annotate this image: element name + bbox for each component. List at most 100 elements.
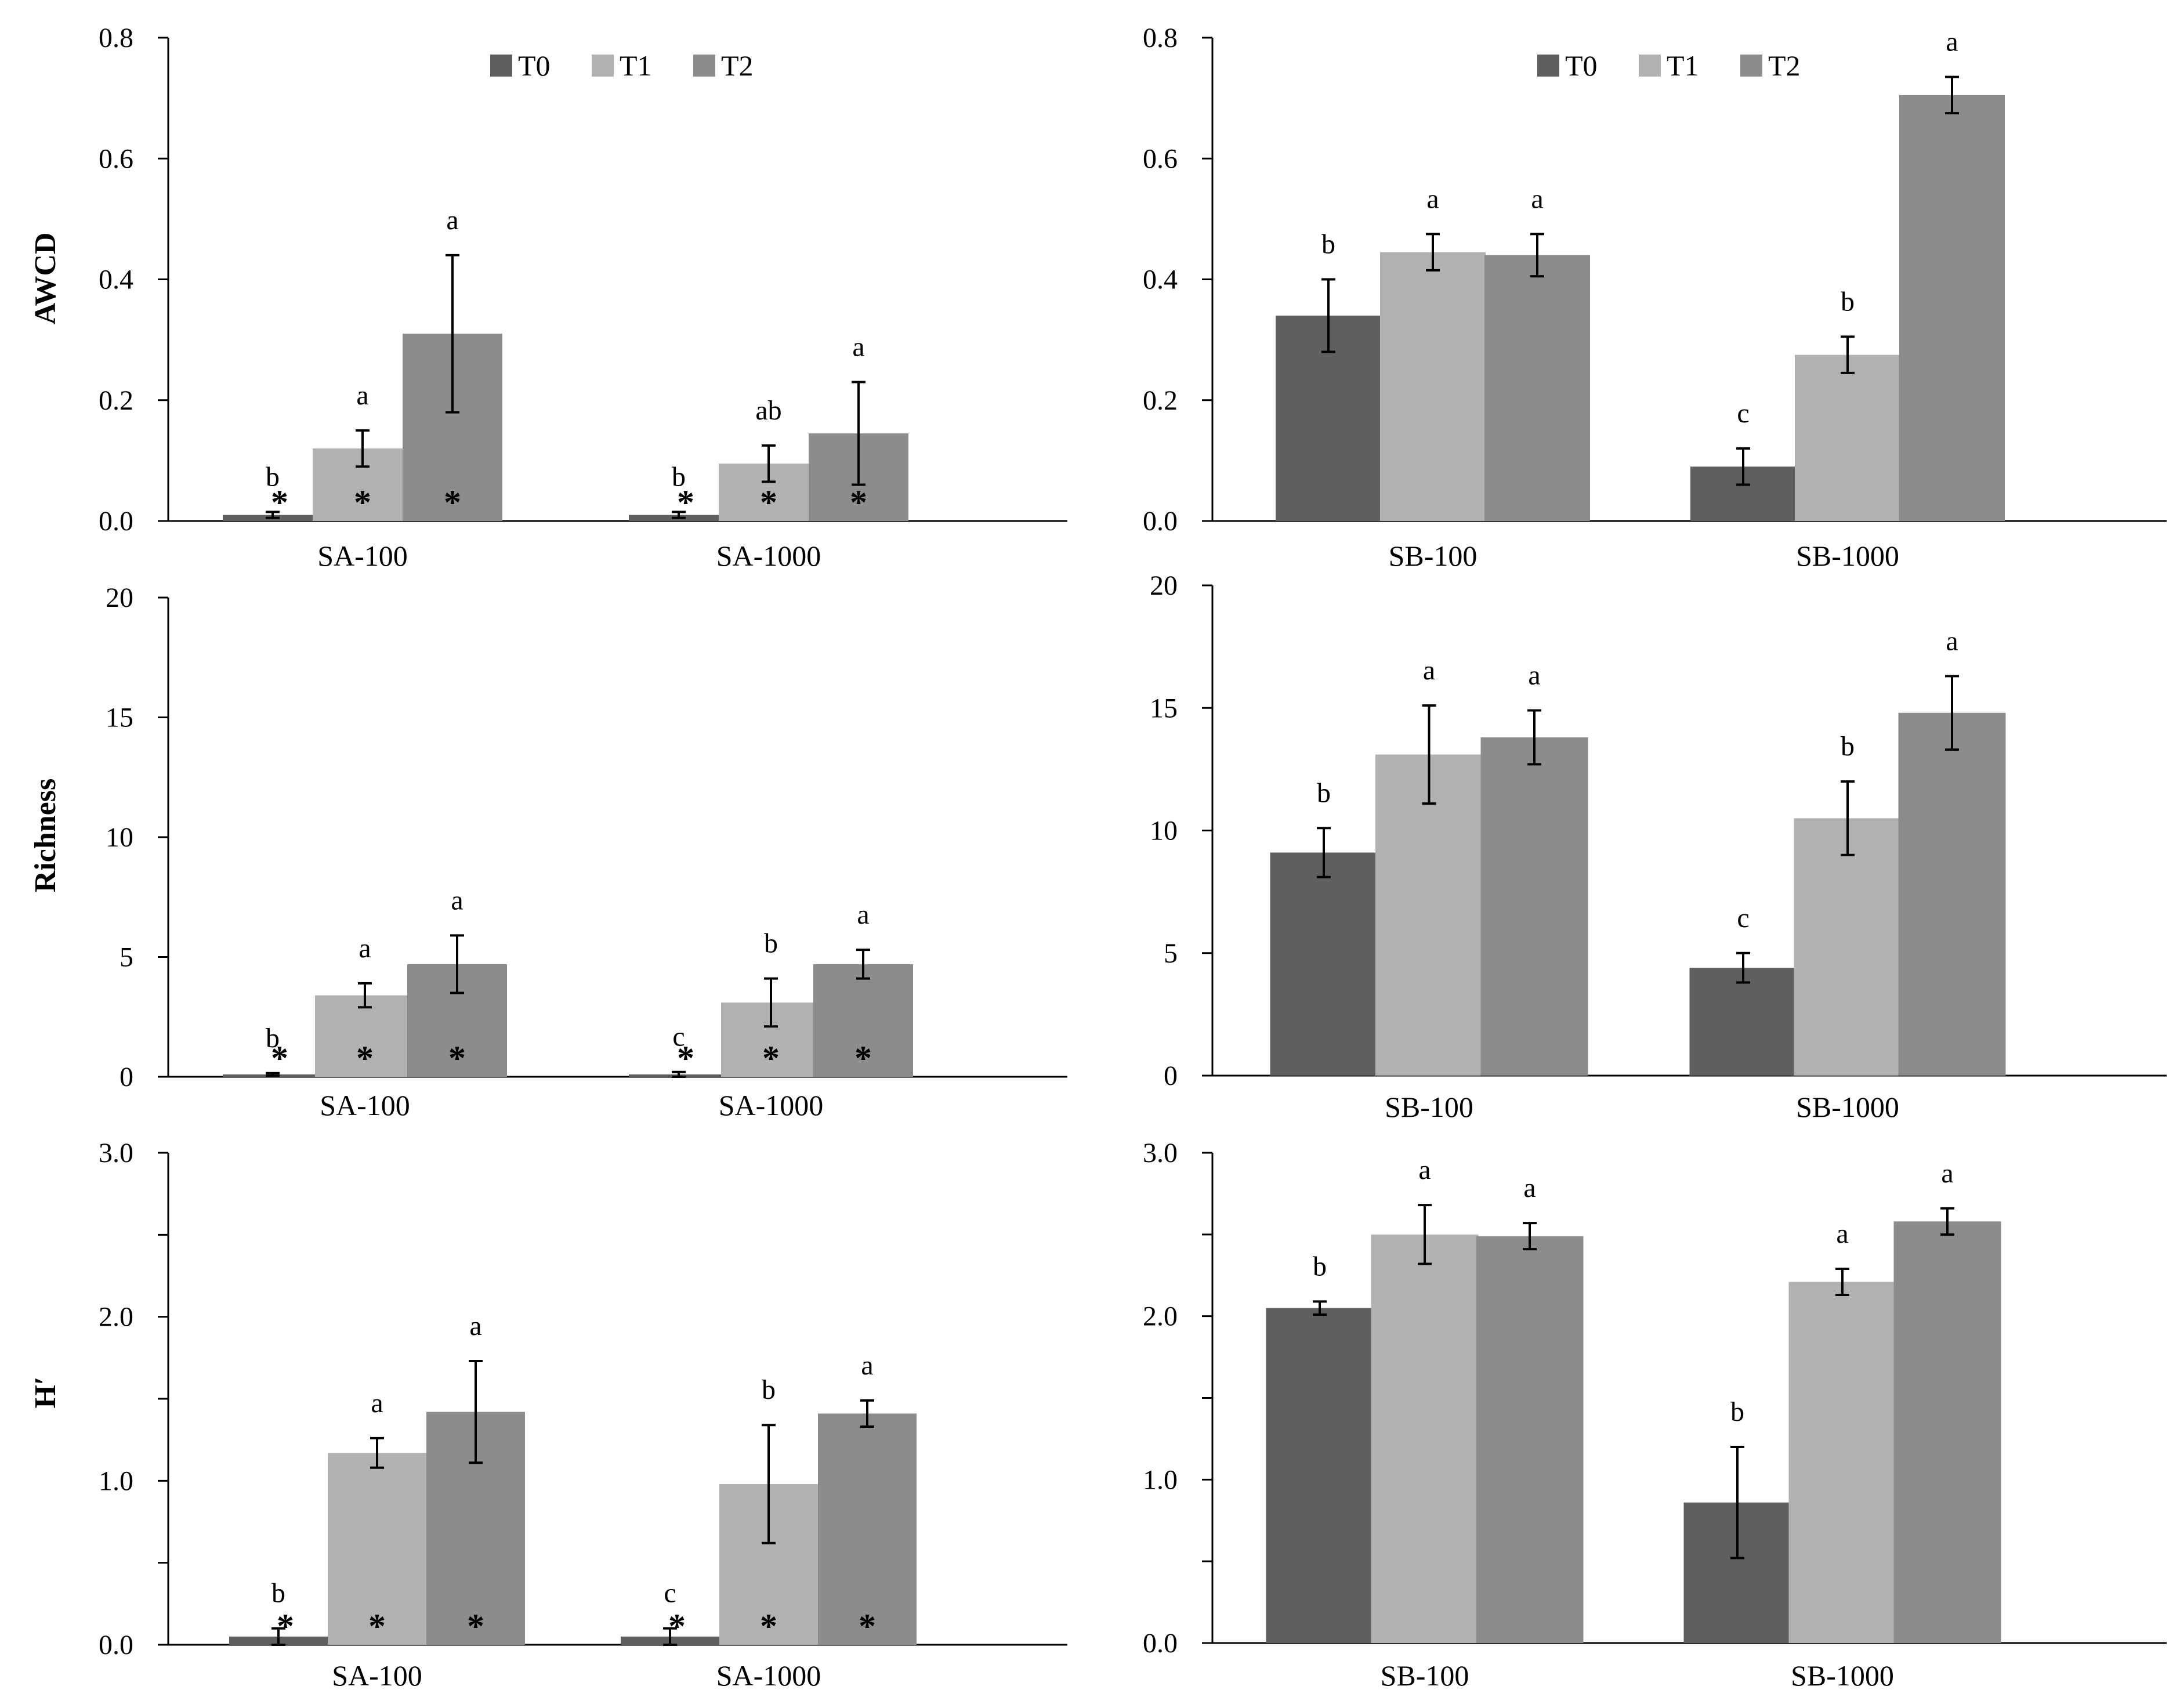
y-tick-label: 0.0 [99,1630,133,1660]
significance-letter: a [1836,1218,1848,1249]
bar-t0 [1689,968,1797,1076]
significance-letter: b [1313,1251,1327,1282]
panel-awcd-sb: 0.0 0.2 0.4 0.6 0.8 b a a SB-100 c b a SB-1000 T0 T1 T2 [1143,23,2167,572]
significance-letter: b [1841,286,1855,317]
significance-star: * [277,1607,294,1645]
significance-letter: b [1321,229,1335,260]
significance-star: * [859,1607,876,1645]
x-category-label: SB-100 [1381,1659,1469,1692]
y-tick-label: 2.0 [1143,1301,1178,1332]
significance-letter: c [672,1022,685,1052]
significance-letter: a [356,380,368,411]
significance-letter: a [469,1311,481,1341]
bar-t2 [818,1413,917,1645]
x-category-label: SB-1000 [1796,540,1899,572]
significance-letter: ab [755,395,781,426]
x-category-label: SA-100 [320,1089,410,1121]
significance-letter: c [1737,903,1749,933]
y-axis-label: AWCD [29,233,62,325]
y-tick-label: 0.4 [99,265,133,295]
significance-letter: a [1946,625,1958,656]
legend-swatch-t0 [1537,55,1559,77]
legend-swatch-t2 [1740,55,1762,77]
significance-letter: b [266,1023,280,1054]
legend-label: T2 [721,49,754,82]
significance-star: * [854,1039,872,1077]
y-tick-label: 0.8 [99,23,133,53]
bar-t1 [315,995,415,1077]
bar-t1 [1371,1234,1479,1643]
bar-t1 [1380,252,1486,521]
significance-letter: a [1531,183,1543,214]
bar-t2 [1898,712,2006,1076]
panel-richness-sb: 0 5 10 15 20 b a a SB-100 c b a SB-1000 [1150,570,2167,1123]
bar-t1 [1795,354,1900,521]
x-category-label: SB-1000 [1791,1659,1894,1692]
y-tick-label: 20 [1150,570,1178,601]
significance-letter: a [446,205,458,236]
significance-letter: a [1423,655,1435,686]
significance-letter: a [1528,660,1540,690]
significance-star: * [850,483,867,522]
significance-star: * [444,483,461,522]
y-tick-label: 5 [1164,938,1178,969]
significance-letter: a [451,885,463,915]
legend-label: T0 [1565,49,1598,82]
significance-letter: a [1426,183,1439,214]
significance-star: * [271,483,288,522]
significance-star: * [271,1039,288,1077]
y-axis-label: Richness [29,779,62,892]
significance-letter: a [861,1350,873,1381]
x-category-label: SA-1000 [716,540,821,572]
legend-swatch-t1 [592,55,614,77]
significance-star: * [448,1039,466,1077]
significance-star: * [760,483,777,522]
bar-t1 [1788,1282,1896,1643]
y-tick-label: 2.0 [99,1302,133,1333]
significance-letter: b [764,928,778,959]
significance-star: * [354,483,371,522]
y-tick-label: 0 [119,1062,133,1092]
y-tick-label: 0.2 [99,385,133,416]
bar-t1 [328,1453,426,1645]
legend-swatch-t0 [490,55,512,77]
y-tick-label: 15 [106,703,133,733]
significance-letter: c [1737,398,1749,429]
y-tick-label: 1.0 [99,1465,133,1496]
significance-star: * [760,1607,777,1645]
significance-star: * [677,1039,694,1077]
y-tick-label: 1.0 [1143,1464,1178,1495]
significance-letter: b [266,461,280,492]
bar-t2 [1893,1221,2001,1643]
significance-letter: b [762,1374,776,1405]
y-tick-label: 3.0 [99,1138,133,1168]
x-category-label: SA-1000 [719,1089,824,1121]
significance-letter: a [1946,27,1958,57]
significance-star: * [368,1607,386,1645]
significance-star: * [467,1607,484,1645]
y-tick-label: 10 [106,822,133,853]
bar-t0 [1270,852,1378,1076]
panel-diversity-sb: 0.0 1.0 2.0 3.0 b a a SB-100 b a a SB-1000 [1143,1138,2167,1692]
y-tick-label: 0.0 [1143,506,1178,537]
y-tick-label: 0 [1164,1061,1178,1091]
y-tick-label: 0.0 [1143,1628,1178,1659]
significance-letter: b [271,1578,285,1609]
x-category-label: SB-100 [1389,540,1478,572]
x-category-label: SB-1000 [1796,1091,1899,1123]
significance-letter: a [358,933,371,964]
legend-swatch-t1 [1639,55,1661,77]
bar-t2 [1899,95,2005,521]
significance-star: * [677,483,694,522]
bar-t1 [1375,754,1483,1076]
bar-t2 [1476,1236,1584,1643]
bar-t1 [1794,818,1902,1076]
significance-letter: b [1841,731,1855,762]
bar-t2 [813,964,913,1077]
bar-t0 [1266,1308,1374,1643]
panel-richness-sa: 05101520Richnessb*a*a*SA-100c*b*a*SA-100… [29,582,1067,1121]
significance-letter: b [1730,1396,1744,1427]
y-tick-label: 10 [1150,816,1178,846]
